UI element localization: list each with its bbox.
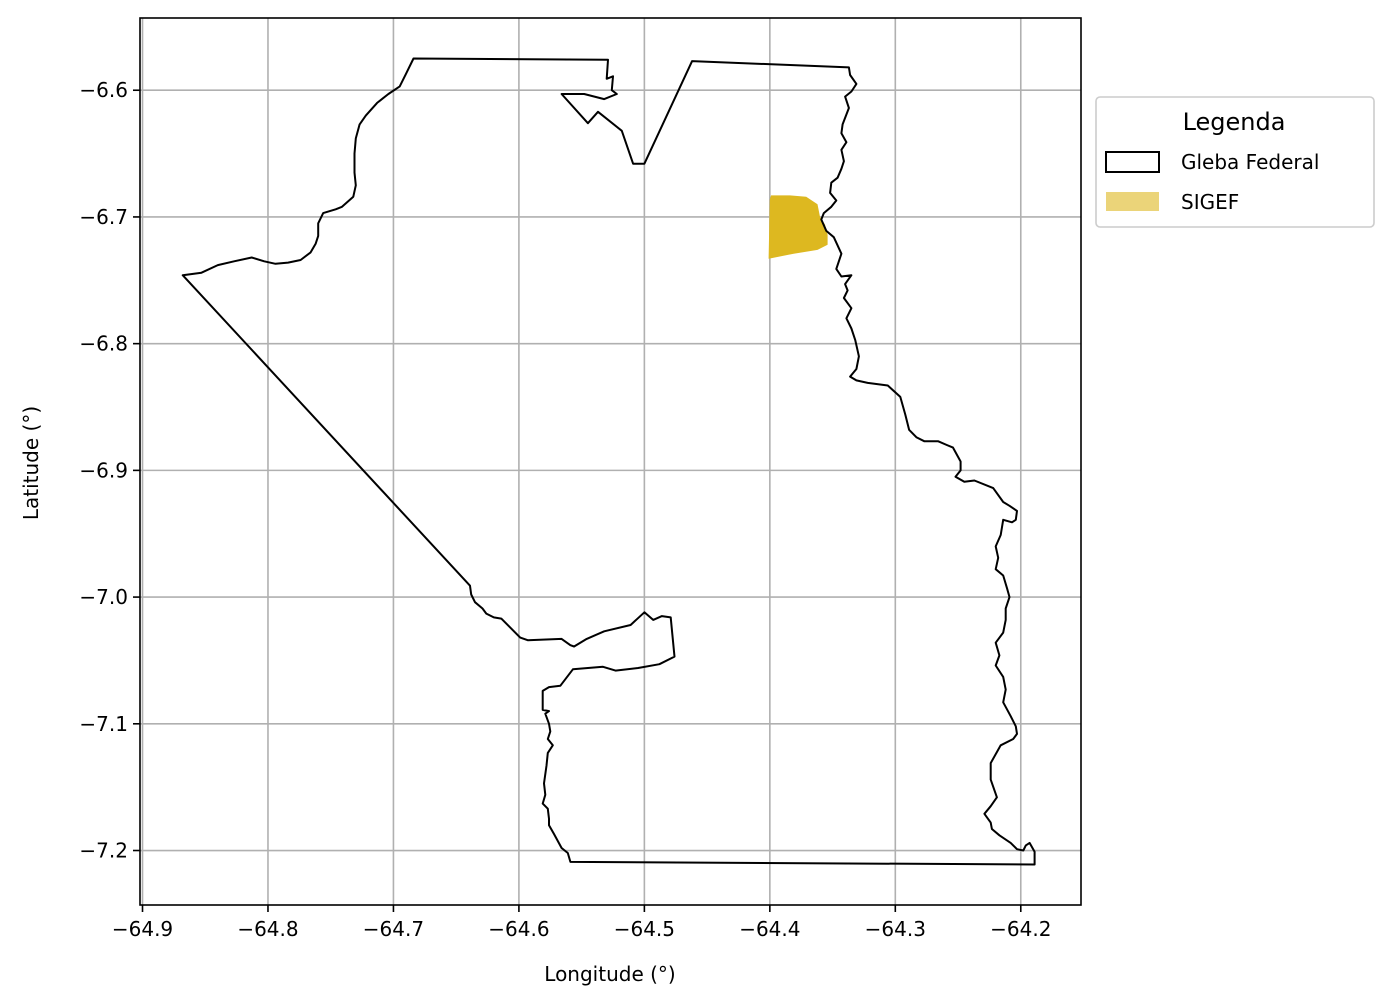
sigef-layer [768,195,828,259]
gleba-federal-layer [181,57,1036,866]
legend-swatch-gleba-federal [1105,151,1160,173]
x-tick-label: −64.2 [990,917,1051,941]
x-tick-label: −64.4 [739,917,800,941]
y-tick-label: −7.1 [79,712,128,736]
y-tick-label: −6.7 [79,205,128,229]
legend-swatch-sigef [1106,192,1159,211]
x-tick-label: −64.3 [865,917,926,941]
axis-ticks: −64.9 −64.8 −64.7 −64.6 −64.5 −64.4 −64.3 −64.2… [79,78,1051,941]
x-tick-label: −64.6 [488,917,549,941]
gleba-federal-polygon [181,57,1036,866]
grid-lines [140,18,1081,905]
x-tick-label: −64.5 [614,917,675,941]
y-axis-label: Latitude (°) [19,406,43,520]
x-tick-label: −64.8 [237,917,298,941]
x-tick-label: −64.9 [112,917,173,941]
sigef-polygon [768,195,828,259]
legend-label-sigef: SIGEF [1181,190,1239,214]
y-tick-label: −6.6 [79,78,128,102]
y-tick-label: −6.8 [79,332,128,356]
x-axis-label: Longitude (°) [544,962,675,986]
y-tick-label: −7.2 [79,839,128,863]
legend: Legenda Gleba Federal SIGEF [1095,96,1375,228]
y-tick-label: −7.0 [79,585,128,609]
legend-title: Legenda [1183,108,1286,136]
x-tick-label: −64.7 [363,917,424,941]
plot-frame [139,17,1082,906]
y-tick-label: −6.9 [79,458,128,482]
legend-label-gleba-federal: Gleba Federal [1181,150,1319,174]
legend-frame [1095,96,1375,228]
